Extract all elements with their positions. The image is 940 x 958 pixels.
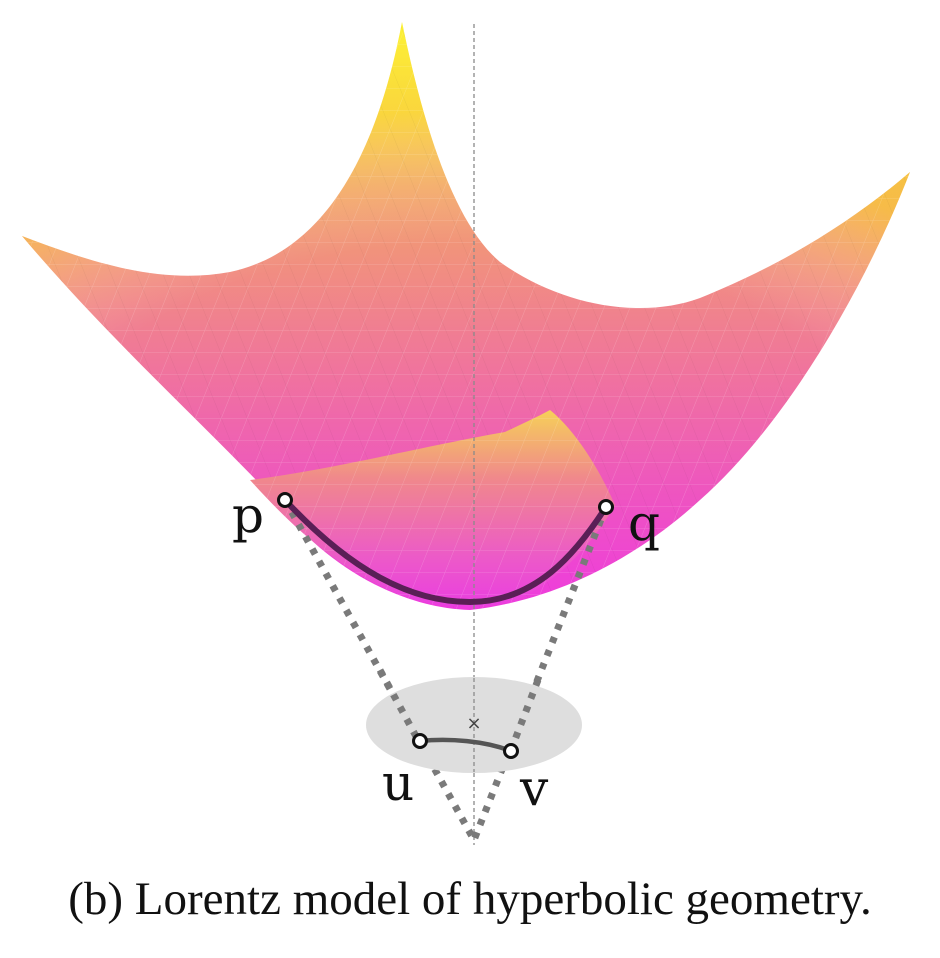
hyperboloid-surface (22, 22, 910, 610)
hyperboloid-front-lip-mesh (250, 410, 615, 607)
hyperboloid-mesh-secondary (22, 22, 910, 610)
point-labels: p q u v (232, 486, 660, 817)
point-q-marker (598, 499, 614, 515)
point-v-label: v (519, 759, 549, 817)
point-v-marker (503, 743, 519, 759)
point-u-marker (412, 733, 428, 749)
projection-line-p (281, 498, 478, 842)
projection-line-q (470, 505, 610, 842)
figure-caption: (b) Lorentz model of hyperbolic geometry… (68, 873, 872, 925)
point-markers (277, 492, 614, 759)
disk-geodesic (417, 737, 514, 754)
point-u-label: u (382, 754, 414, 812)
projection-lines (281, 498, 610, 842)
point-p-label: p (232, 486, 264, 544)
hyperboloid-geodesic (282, 497, 609, 606)
point-q-label: q (628, 494, 660, 552)
origin-marker: × (466, 713, 481, 734)
point-p-marker (277, 492, 293, 508)
